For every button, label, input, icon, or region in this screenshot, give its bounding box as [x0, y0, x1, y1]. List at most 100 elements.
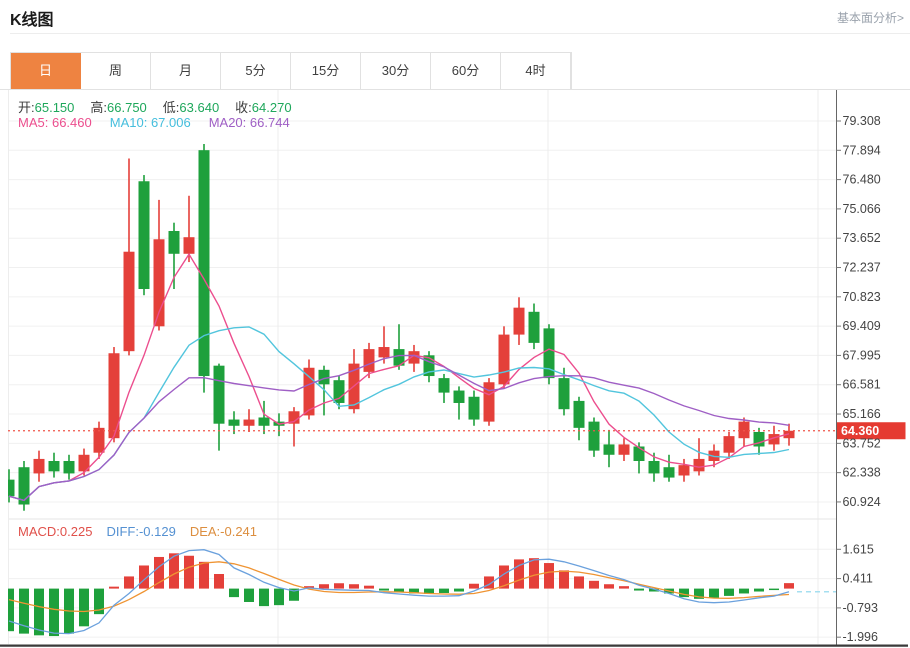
macd-bar-negative — [709, 588, 719, 598]
ma5-line — [8, 252, 790, 502]
macd-bar-negative — [394, 588, 404, 593]
dea-line — [8, 561, 790, 613]
candle-up — [678, 465, 690, 476]
open-value: 65.150 — [34, 100, 75, 115]
candle-down — [648, 460, 660, 474]
candle-down — [168, 230, 180, 254]
tab-15min[interactable]: 15分 — [291, 53, 361, 89]
candle-down — [213, 365, 225, 424]
macd-bar-positive — [499, 565, 509, 589]
macd-bar-positive — [364, 585, 374, 589]
y-axis-label: 62.338 — [843, 466, 881, 480]
macd-bar-negative — [244, 588, 254, 602]
y-axis-label: 1.615 — [843, 542, 874, 556]
candle-down — [438, 378, 450, 393]
y-axis-label: 63.752 — [843, 436, 881, 450]
y-axis-label: 67.995 — [843, 348, 881, 362]
ma20-line — [8, 354, 790, 502]
tab-day[interactable]: 日 — [11, 53, 81, 89]
macd-bar-negative — [19, 588, 29, 634]
macd-bar-negative — [649, 588, 659, 592]
macd-bar-positive — [154, 556, 164, 589]
macd-bar-negative — [694, 588, 704, 599]
macd-bar-negative — [634, 588, 644, 591]
high-value: 66.750 — [107, 100, 147, 115]
macd-bar-negative — [724, 588, 734, 596]
macd-bar-positive — [199, 561, 209, 589]
close-value: 64.270 — [251, 100, 292, 115]
tab-60min[interactable]: 60分 — [431, 53, 501, 89]
ma10-readout: MA10: 67.006 — [109, 115, 191, 130]
dea-value-readout: DEA:-0.241 — [189, 524, 258, 539]
tab-5min[interactable]: 5分 — [221, 53, 291, 89]
macd-bar-positive — [109, 586, 119, 589]
candle-up — [33, 458, 45, 474]
y-axis-label: 69.409 — [843, 319, 881, 333]
macd-bar-negative — [769, 588, 779, 591]
candle-down — [543, 328, 555, 379]
macd-bar-negative — [94, 588, 104, 615]
macd-bar-positive — [139, 565, 149, 589]
candle-down — [423, 355, 435, 377]
macd-bar-positive — [604, 584, 614, 589]
candle-up — [408, 351, 420, 364]
macd-bar-negative — [49, 588, 59, 637]
candle-down — [333, 380, 345, 403]
macd-bar-positive — [559, 570, 569, 589]
macd-bar-negative — [229, 588, 239, 598]
ma20-readout: MA20: 66.744 — [208, 115, 290, 130]
macd-bar-positive — [319, 584, 329, 589]
candle-down — [603, 444, 615, 455]
open-label: 开: — [18, 100, 35, 115]
y-axis-label: 73.652 — [843, 231, 881, 245]
y-axis-label: 76.480 — [843, 173, 881, 187]
macd-bar-positive — [124, 576, 134, 589]
high-label: 高: — [90, 100, 108, 115]
tab-week[interactable]: 周 — [81, 53, 151, 89]
macd-bar-positive — [169, 553, 179, 589]
macd-bar-positive — [544, 563, 554, 589]
candle-up — [153, 239, 165, 327]
macd-bar-positive — [589, 580, 599, 589]
candle-up — [618, 444, 630, 455]
tab-30min[interactable]: 30分 — [361, 53, 431, 89]
macd-bar-negative — [289, 588, 299, 601]
candle-up — [483, 382, 495, 422]
candle-down — [528, 311, 540, 343]
candle-up — [78, 454, 90, 472]
macd-bar-positive — [784, 583, 794, 589]
macd-bar-negative — [424, 588, 434, 594]
candle-down — [453, 390, 465, 403]
fundamental-analysis-link[interactable]: 基本面分析> — [836, 11, 904, 25]
candle-down — [393, 349, 405, 366]
candle-down — [18, 467, 30, 505]
macd-bar-positive — [214, 574, 224, 589]
tab-month[interactable]: 月 — [151, 53, 221, 89]
candle-up — [723, 436, 735, 453]
macd-readout: MACD:0.225 DIFF:-0.129 DEA:-0.241 — [18, 524, 257, 539]
candle-up — [768, 434, 780, 445]
candle-down — [753, 431, 765, 447]
current-price-badge-label: 64.360 — [841, 424, 879, 438]
macd-bar-positive — [484, 576, 494, 589]
low-value: 63.640 — [179, 100, 220, 115]
macd-bar-negative — [8, 588, 14, 632]
y-axis-label: 72.237 — [843, 261, 881, 275]
candle-up — [378, 347, 390, 358]
macd-bar-positive — [349, 584, 359, 589]
candle-up — [243, 419, 255, 426]
ohlc-readout: 开:65.150 高:66.750 低:63.640 收:64.270 — [18, 97, 308, 116]
candle-down — [558, 378, 570, 410]
tab-4hour[interactable]: 4时 — [501, 53, 571, 89]
candle-down — [8, 479, 15, 497]
candle-down — [663, 467, 675, 478]
macd-bar-positive — [184, 555, 194, 589]
ma5-readout: MA5: 66.460 — [18, 115, 92, 130]
macd-bar-negative — [274, 588, 284, 606]
low-label: 低: — [162, 100, 180, 115]
page-title: K线图 — [10, 12, 54, 29]
diff-value-readout: DIFF:-0.129 — [106, 524, 176, 539]
close-label: 收: — [235, 100, 252, 115]
